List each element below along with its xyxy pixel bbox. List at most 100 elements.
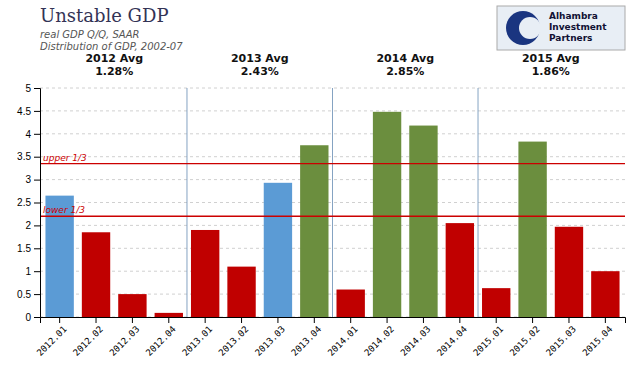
y-axis-line xyxy=(34,89,41,318)
x-tick: 2014.01 xyxy=(326,317,360,358)
x-tick-mark xyxy=(132,317,133,323)
x-tick-label: 2014.01 xyxy=(326,324,360,358)
x-tick-label: 2013.02 xyxy=(217,324,251,358)
y-tick: 3 xyxy=(25,174,40,185)
logo-box xyxy=(497,6,625,50)
y-tick: 2.5 xyxy=(17,197,40,208)
x-tick: 2015.03 xyxy=(544,317,578,358)
x-tick-label: 2015.02 xyxy=(508,324,542,358)
x-tick-label: 2012.04 xyxy=(144,324,178,358)
bar xyxy=(300,145,328,317)
x-tick-label: 2012.02 xyxy=(71,324,105,358)
y-tick: 3.5 xyxy=(17,151,40,162)
annotation: 2012 Avg1.28% xyxy=(85,52,143,78)
marks xyxy=(40,88,625,317)
y-axis: 00.511.522.533.544.55 xyxy=(17,83,40,323)
annotation-line: 2.85% xyxy=(386,65,424,78)
logo-text: Alhambra xyxy=(549,11,598,21)
x-tick-mark xyxy=(314,317,315,323)
x-tick-mark xyxy=(350,317,351,323)
y-tick-mark xyxy=(34,88,40,89)
year-divider xyxy=(332,88,333,317)
x-axis: 2012.012012.022012.032012.042013.012013.… xyxy=(35,317,626,358)
x-tick: 2013.01 xyxy=(180,317,214,358)
x-tick-label: 2014.04 xyxy=(435,324,469,358)
x-tick-mark xyxy=(168,317,169,323)
reference-line xyxy=(40,163,625,164)
x-tick-mark xyxy=(59,317,60,323)
x-tick-mark xyxy=(96,317,97,323)
x-tick-mark xyxy=(241,317,242,323)
logo-mark xyxy=(506,11,540,45)
x-tick-label: 2014.02 xyxy=(362,324,396,358)
x-tick-label: 2013.04 xyxy=(289,324,323,358)
year-divider xyxy=(186,88,187,317)
logo-mark xyxy=(519,17,541,39)
annotation-line: 2.43% xyxy=(241,65,279,78)
y-tick-mark xyxy=(34,248,40,249)
x-tick: 2014.03 xyxy=(399,317,433,358)
subtitle: Distribution of GDP, 2002-07 xyxy=(40,41,183,52)
bar xyxy=(482,288,510,317)
y-tick: 0 xyxy=(25,312,40,323)
y-tick-label: 1 xyxy=(25,266,31,277)
bar xyxy=(82,232,110,317)
y-tick-label: 2.5 xyxy=(17,197,31,208)
y-tick-label: 3 xyxy=(25,174,31,185)
annotation: 2013 Avg2.43% xyxy=(231,52,289,78)
plot: upper 1/3 lower 1/3 2012 Avg1.28% 2013 Avg2… xyxy=(17,52,625,358)
x-tick: 2014.02 xyxy=(362,317,396,358)
x-tick-mark xyxy=(387,317,388,323)
y-tick: 2 xyxy=(25,220,40,231)
x-tick-mark xyxy=(423,317,424,323)
x-tick: 2013.04 xyxy=(289,317,323,358)
x-tick: 2015.01 xyxy=(471,317,505,358)
reference-line xyxy=(40,216,625,217)
x-tick-label: 2015.04 xyxy=(581,324,615,358)
x-tick: 2013.03 xyxy=(253,317,287,358)
y-tick: 1 xyxy=(25,266,40,277)
y-tick: 4.5 xyxy=(17,106,40,117)
y-tick-label: 3.5 xyxy=(17,151,31,162)
bar xyxy=(118,294,146,317)
x-tick: 2014.04 xyxy=(435,317,469,358)
y-tick: 4 xyxy=(25,129,40,140)
reference-label: upper 1/3 xyxy=(43,153,87,163)
annotation-line: 2014 Avg xyxy=(376,52,434,65)
x-tick-label: 2012.03 xyxy=(108,324,142,358)
chart: Unstable GDPreal GDP Q/Q, SAARDistributi… xyxy=(0,0,641,375)
logo: AlhambraInvestmentPartners xyxy=(497,6,625,50)
y-tick-mark xyxy=(34,180,40,181)
reference-label: lower 1/3 xyxy=(43,205,85,215)
y-tick-mark xyxy=(34,294,40,295)
y-tick-label: 0.5 xyxy=(17,289,31,300)
title: Unstable GDP xyxy=(40,5,169,26)
x-tick: 2013.02 xyxy=(217,317,251,358)
x-tick-label: 2015.03 xyxy=(544,324,578,358)
grid xyxy=(40,88,625,317)
y-tick-label: 5 xyxy=(25,83,31,94)
x-tick-mark xyxy=(496,317,497,323)
bar xyxy=(409,126,437,317)
x-tick-label: 2013.03 xyxy=(253,324,287,358)
x-tick: 2012.03 xyxy=(108,317,142,358)
x-tick-label: 2013.01 xyxy=(180,324,214,358)
bar xyxy=(373,112,401,317)
y-tick-mark xyxy=(34,317,40,318)
y-tick: 0.5 xyxy=(17,289,40,300)
x-tick: 2015.04 xyxy=(581,317,615,358)
y-tick-label: 0 xyxy=(25,312,31,323)
y-tick-mark xyxy=(34,134,40,135)
y-tick-mark xyxy=(34,157,40,158)
annotation-line: 1.28% xyxy=(95,65,133,78)
annotation: 2014 Avg2.85% xyxy=(376,52,434,78)
x-tick: 2012.01 xyxy=(35,317,69,358)
y-tick-label: 4.5 xyxy=(17,106,31,117)
bar xyxy=(555,227,583,317)
y-tick-mark xyxy=(34,271,40,272)
y-tick-label: 4 xyxy=(25,129,31,140)
x-tick-mark xyxy=(459,317,460,323)
year-divider xyxy=(478,88,479,317)
bar xyxy=(264,183,292,317)
x-tick-mark xyxy=(605,317,606,323)
